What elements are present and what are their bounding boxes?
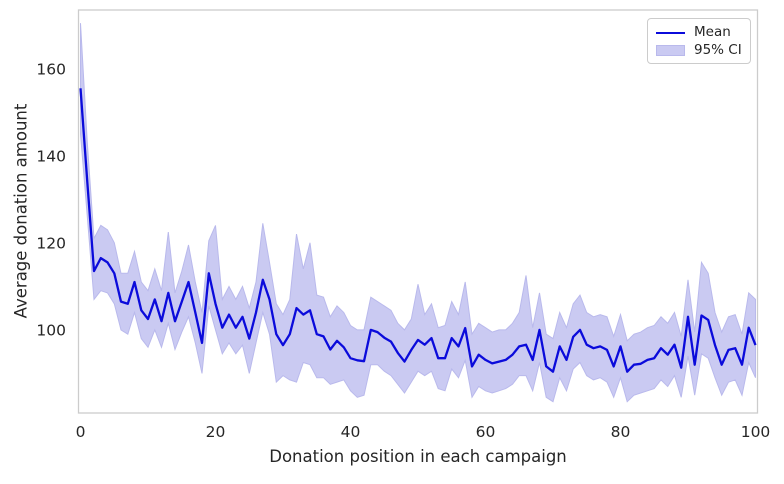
legend-mean-label: Mean [694, 24, 731, 40]
x-tick-label: 100 [741, 423, 771, 441]
x-axis-label: Donation position in each campaign [269, 447, 567, 466]
mean-line [79, 88, 757, 373]
y-tick-label: 120 [36, 234, 66, 252]
y-tick-label: 100 [36, 321, 66, 339]
x-tick-label: 40 [341, 423, 361, 441]
legend-ci-patch-swatch [656, 44, 685, 56]
legend: Mean 95% CI [647, 18, 751, 64]
legend-entry-mean: Mean [656, 24, 742, 41]
y-tick-label: 160 [36, 60, 66, 78]
legend-mean-line-swatch [656, 31, 685, 34]
x-tick-label: 80 [611, 423, 631, 441]
x-tick-label: 60 [476, 423, 496, 441]
legend-ci-label: 95% CI [694, 41, 742, 58]
y-axis-label: Average donation amount [11, 103, 31, 319]
plot-border [77, 9, 759, 414]
x-tick-label: 20 [206, 423, 226, 441]
x-tick-label: 0 [76, 423, 86, 441]
legend-entry-ci: 95% CI [656, 42, 742, 59]
ci-band [80, 23, 756, 403]
y-tick-label: 140 [36, 147, 66, 165]
